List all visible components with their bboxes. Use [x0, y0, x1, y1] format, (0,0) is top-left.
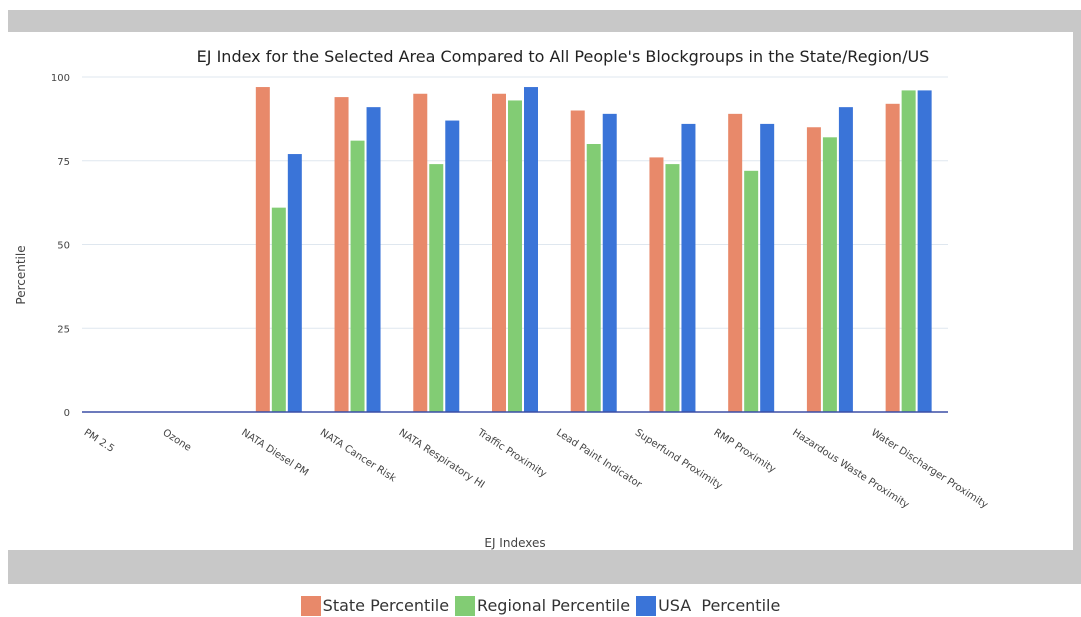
- bar: [728, 113, 743, 412]
- x-tick-label: NATA Respiratory HI: [397, 427, 487, 491]
- bar: [838, 107, 853, 413]
- bar: [744, 170, 759, 412]
- legend-label: Regional Percentile: [477, 596, 631, 615]
- bar: [681, 123, 696, 413]
- chart-title: EJ Index for the Selected Area Compared …: [197, 47, 930, 66]
- bar: [492, 93, 506, 412]
- bars: [255, 87, 932, 413]
- x-axis-ticks: PM 2.5 Ozone NATA Diesel PM NATA Cancer Ris…: [82, 427, 990, 511]
- bar: [570, 110, 585, 412]
- y-tick-label: 50: [57, 241, 70, 252]
- x-tick-label: NATA Cancer Risk: [318, 427, 398, 484]
- bar: [366, 107, 381, 413]
- bar: [586, 144, 601, 412]
- y-tick-label: 100: [51, 73, 70, 84]
- bar: [429, 164, 444, 412]
- legend-item: Regional Percentile: [455, 595, 631, 616]
- bar: [917, 90, 932, 413]
- bar: [445, 120, 460, 413]
- y-axis-title: Percentile: [14, 245, 28, 304]
- bar: [255, 87, 270, 413]
- chart-panel: EJ Index for the Selected Area Compared …: [8, 32, 1073, 550]
- bar: [901, 90, 916, 413]
- bar: [334, 97, 349, 412]
- bar: [413, 93, 428, 412]
- x-tick-label: NATA Diesel PM: [239, 427, 310, 478]
- bar: [508, 100, 522, 412]
- bar: [649, 157, 664, 412]
- legend-item: USA Percentile: [636, 595, 781, 616]
- legend-swatch: [636, 595, 657, 616]
- y-tick-label: 25: [57, 324, 70, 335]
- bar: [822, 137, 837, 413]
- legend-label: State Percentile: [322, 596, 450, 615]
- x-tick-label: PM 2.5: [82, 427, 116, 455]
- legend-swatch: [300, 595, 321, 616]
- legend-label: USA Percentile: [658, 596, 781, 615]
- x-tick-label: Superfund Proximity: [633, 427, 724, 492]
- legend: State Percentile Regional Percentile USA P…: [0, 594, 1081, 617]
- bar: [350, 140, 365, 412]
- bar: [806, 127, 821, 412]
- x-tick-label: Lead Paint Indicator: [554, 427, 644, 491]
- y-tick-label: 0: [64, 408, 70, 419]
- legend-swatch: [455, 595, 476, 616]
- bar: [287, 154, 302, 413]
- x-tick-label: Ozone: [160, 427, 193, 454]
- y-tick-label: 75: [57, 157, 70, 168]
- y-axis-ticks: 0 25 50 75 100: [51, 73, 70, 419]
- x-tick-label: Traffic Proximity: [475, 427, 549, 480]
- bar: [524, 87, 538, 413]
- x-axis-title: EJ Indexes: [484, 536, 545, 550]
- bar: [760, 123, 775, 413]
- bar: [271, 207, 286, 412]
- bar: [602, 113, 617, 412]
- bar-chart: EJ Index for the Selected Area Compared …: [14, 47, 990, 550]
- legend-item: State Percentile: [300, 595, 450, 616]
- bar: [665, 164, 680, 412]
- x-tick-label: RMP Proximity: [712, 427, 778, 475]
- bar: [885, 103, 900, 413]
